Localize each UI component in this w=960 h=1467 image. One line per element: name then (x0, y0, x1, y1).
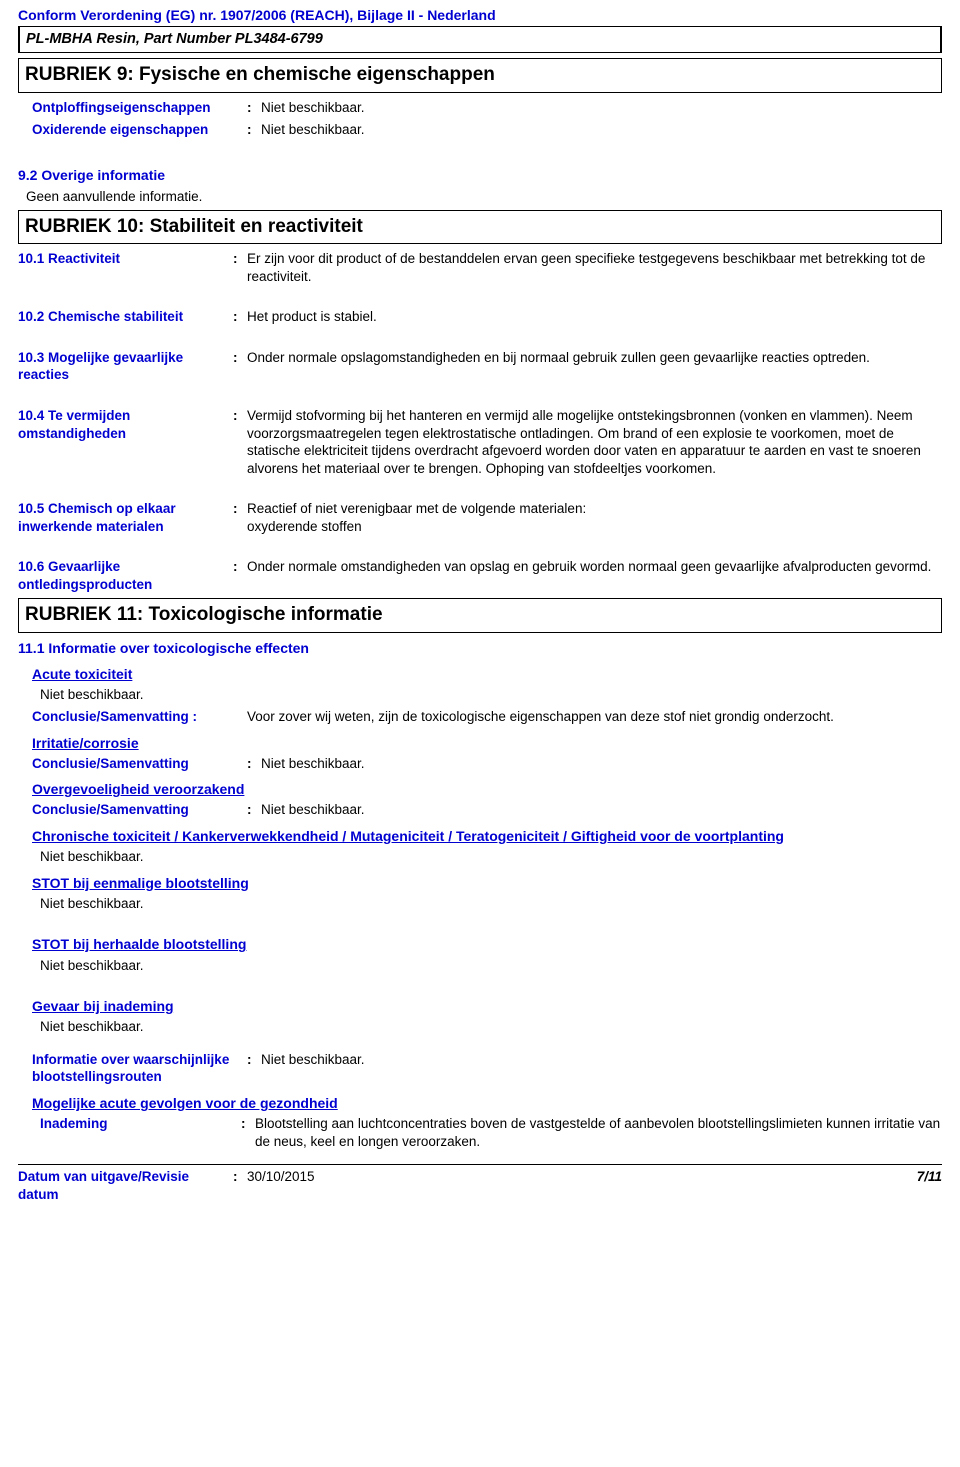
chronic-toxicity-heading: Chronische toxiciteit / Kankerverwekkend… (18, 827, 942, 845)
oxidizing-props-row: Oxiderende eigenschappen : Niet beschikb… (18, 121, 942, 139)
acute-effects-heading: Mogelijke acute gevolgen voor de gezondh… (18, 1094, 942, 1112)
colon: : (233, 500, 247, 535)
aspiration-heading: Gevaar bij inademing (18, 997, 942, 1015)
section-10-title: RUBRIEK 10: Stabiliteit en reactiviteit (18, 210, 942, 245)
section-9-2-text: Geen aanvullende informatie. (26, 188, 942, 206)
stot-single-heading: STOT bij eenmalige blootstelling (18, 874, 942, 892)
conclusion-label-1: Conclusie/Samenvatting : (32, 708, 247, 726)
colon: : (233, 308, 247, 326)
exposure-routes-label: Informatie over waarschijnlijke blootste… (32, 1051, 247, 1086)
decomposition-products-row: 10.6 Gevaarlijke ontledingsproducten : O… (18, 558, 942, 593)
colon: : (247, 99, 261, 117)
stability-value: Het product is stabiel. (247, 308, 942, 326)
stability-row: 10.2 Chemische stabiliteit : Het product… (18, 308, 942, 326)
colon: : (233, 1168, 247, 1203)
decomposition-products-value: Onder normale omstandigheden van opslag … (247, 558, 942, 593)
hazardous-reactions-row: 10.3 Mogelijke gevaarlijke reacties : On… (18, 349, 942, 384)
conditions-avoid-row: 10.4 Te vermijden omstandigheden : Vermi… (18, 407, 942, 477)
conclusion-value-3: Niet beschikbaar. (261, 801, 942, 819)
inhalation-label: Inademing (40, 1115, 241, 1150)
exposure-routes-row: Informatie over waarschijnlijke blootste… (18, 1051, 942, 1086)
aspiration-na: Niet beschikbaar. (26, 1018, 942, 1036)
exposure-routes-value: Niet beschikbaar. (261, 1051, 942, 1086)
acute-toxicity-heading: Acute toxiciteit (18, 665, 942, 683)
colon: : (241, 1115, 255, 1150)
stot-repeated-heading: STOT bij herhaalde blootstelling (18, 935, 942, 953)
explosive-props-label: Ontploffingseigenschappen (32, 99, 247, 117)
oxidizing-props-label: Oxiderende eigenschappen (32, 121, 247, 139)
colon: : (233, 558, 247, 593)
conclusion-row-3: Conclusie/Samenvatting : Niet beschikbaa… (18, 801, 942, 819)
conclusion-label-3: Conclusie/Samenvatting (32, 801, 247, 819)
hazardous-reactions-label: 10.3 Mogelijke gevaarlijke reacties (18, 349, 233, 384)
explosive-props-row: Ontploffingseigenschappen : Niet beschik… (18, 99, 942, 117)
chronic-toxicity-na: Niet beschikbaar. (26, 848, 942, 866)
regulation-header: Conform Verordening (EG) nr. 1907/2006 (… (18, 6, 942, 24)
oxidizing-props-value: Niet beschikbaar. (261, 121, 942, 139)
acute-toxicity-na: Niet beschikbaar. (26, 686, 942, 704)
inhalation-value: Blootstelling aan luchtconcentraties bov… (255, 1115, 942, 1150)
section-11-title: RUBRIEK 11: Toxicologische informatie (18, 598, 942, 633)
section-11-1-heading: 11.1 Informatie over toxicologische effe… (18, 639, 942, 657)
irritation-heading: Irritatie/corrosie (18, 734, 942, 752)
colon: : (247, 801, 261, 819)
colon: : (233, 250, 247, 285)
explosive-props-value: Niet beschikbaar. (261, 99, 942, 117)
section-9-title: RUBRIEK 9: Fysische en chemische eigensc… (18, 58, 942, 93)
product-name-box: PL-MBHA Resin, Part Number PL3484-6799 (18, 26, 942, 53)
conclusion-row-2: Conclusie/Samenvatting : Niet beschikbaa… (18, 755, 942, 773)
conclusion-value-2: Niet beschikbaar. (261, 755, 942, 773)
conclusion-label-2: Conclusie/Samenvatting (32, 755, 247, 773)
conclusion-value-1: Voor zover wij weten, zijn de toxicologi… (247, 708, 942, 726)
colon: : (233, 407, 247, 477)
colon: : (233, 349, 247, 384)
incompatible-materials-row: 10.5 Chemisch op elkaar inwerkende mater… (18, 500, 942, 535)
conclusion-row-1: Conclusie/Samenvatting : Voor zover wij … (18, 708, 942, 726)
conditions-avoid-value: Vermijd stofvorming bij het hanteren en … (247, 407, 942, 477)
colon: : (247, 121, 261, 139)
stot-repeated-na: Niet beschikbaar. (26, 957, 942, 975)
incompatible-materials-value: Reactief of niet verenigbaar met de volg… (247, 500, 942, 535)
decomposition-products-label: 10.6 Gevaarlijke ontledingsproducten (18, 558, 233, 593)
reactivity-value: Er zijn voor dit product of de bestandde… (247, 250, 942, 285)
inhalation-row: Inademing : Blootstelling aan luchtconce… (18, 1115, 942, 1150)
colon: : (247, 1051, 261, 1086)
reactivity-label: 10.1 Reactiviteit (18, 250, 233, 285)
section-9-2-heading: 9.2 Overige informatie (18, 166, 942, 184)
sensitization-heading: Overgevoeligheid veroorzakend (18, 780, 942, 798)
footer-page-number: 7/11 (917, 1168, 942, 1203)
footer-row: Datum van uitgave/Revisie datum : 30/10/… (18, 1164, 942, 1203)
footer-date-value: 30/10/2015 (247, 1168, 917, 1203)
incompatible-materials-label: 10.5 Chemisch op elkaar inwerkende mater… (18, 500, 233, 535)
reactivity-row: 10.1 Reactiviteit : Er zijn voor dit pro… (18, 250, 942, 285)
hazardous-reactions-value: Onder normale opslagomstandigheden en bi… (247, 349, 942, 384)
conditions-avoid-label: 10.4 Te vermijden omstandigheden (18, 407, 233, 477)
footer-date-label: Datum van uitgave/Revisie datum (18, 1168, 233, 1203)
stability-label: 10.2 Chemische stabiliteit (18, 308, 233, 326)
colon: : (247, 755, 261, 773)
stot-single-na: Niet beschikbaar. (26, 895, 942, 913)
